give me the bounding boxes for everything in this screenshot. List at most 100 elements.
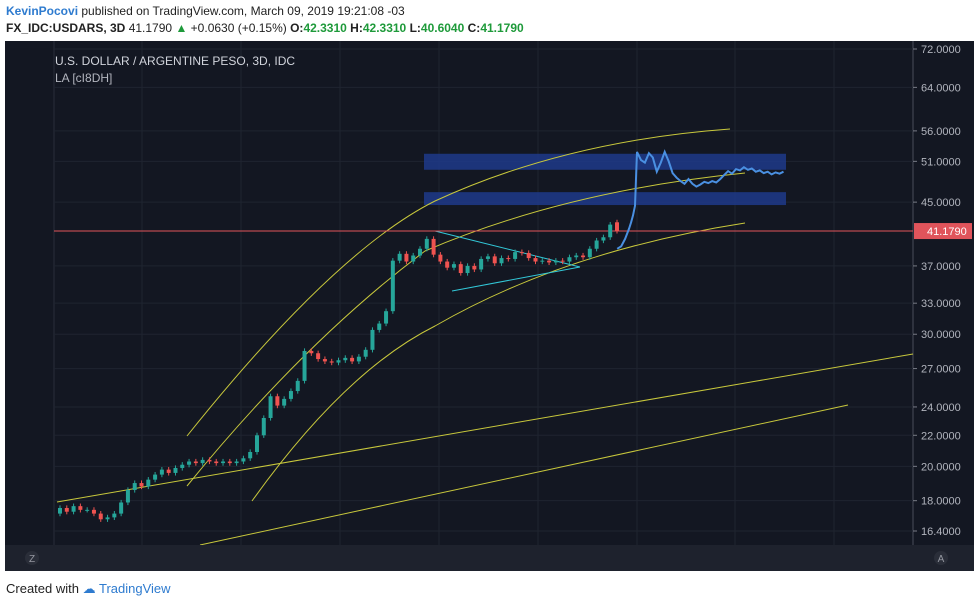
high-value: 42.3310 <box>362 21 407 35</box>
candle-body <box>343 357 348 361</box>
candle-body <box>241 458 246 462</box>
candle-body <box>451 264 456 268</box>
y-tick-label: 56.0000 <box>921 126 961 138</box>
candle-body <box>193 461 198 464</box>
candle-body <box>336 360 341 363</box>
price-line-series <box>616 149 784 250</box>
candle-body <box>445 261 450 268</box>
channel-line <box>186 128 731 437</box>
close-value: 41.1790 <box>480 21 524 35</box>
price-axis[interactable]: 72.0000 64.0000 56.0000 51.0000 45.0000 41.17… <box>913 44 972 538</box>
grid <box>54 41 913 545</box>
candle-body <box>540 260 545 262</box>
y-tick-label: 22.0000 <box>921 430 961 442</box>
candle-body <box>275 396 280 406</box>
candle-body <box>78 506 83 510</box>
candle-body <box>200 459 205 464</box>
auto-scale-icon[interactable] <box>934 551 948 565</box>
candle-body <box>560 260 565 262</box>
candle-body <box>581 255 586 258</box>
candle-body <box>384 311 389 324</box>
candle-body <box>234 461 239 464</box>
time-axis-bar <box>5 545 974 571</box>
candle-body <box>329 361 334 363</box>
candle-body <box>139 483 144 487</box>
candle-body <box>377 323 382 330</box>
auto-scale-button-label[interactable]: A <box>938 554 945 565</box>
candle-body <box>390 260 395 312</box>
candle-body <box>288 391 293 399</box>
candle-body <box>153 474 158 480</box>
candle-body <box>397 253 402 261</box>
candle-body <box>112 513 117 518</box>
candle-body <box>214 461 219 464</box>
y-tick-label: 30.0000 <box>921 329 961 341</box>
low-value: 40.6040 <box>420 21 465 35</box>
symbol-header: FX_IDC:USDARS, 3D 41.1790 ▲ +0.0630 (+0.… <box>6 21 524 35</box>
candle-body <box>479 258 484 270</box>
created-with-label: Created with <box>6 581 79 596</box>
publish-info: published on TradingView.com, March 09, … <box>81 4 405 18</box>
candle-body <box>132 483 137 490</box>
y-tick-label: 37.0000 <box>921 261 961 273</box>
tradingview-brand[interactable]: TradingView <box>99 581 171 596</box>
change-value: +0.0630 (+0.15%) <box>190 21 287 35</box>
candle-body <box>438 254 443 262</box>
tradingview-logo-icon: ☁ <box>82 581 96 596</box>
channel-line <box>199 404 849 546</box>
y-tick-label: 64.0000 <box>921 82 961 94</box>
candle-body <box>302 350 307 381</box>
candle-body <box>499 258 504 264</box>
last-price-value: 41.1790 <box>128 21 173 35</box>
symbol-label: FX_IDC:USDARS, 3D <box>6 21 126 35</box>
candle-body <box>363 349 368 357</box>
candle-body <box>601 237 606 241</box>
candle-body <box>608 224 613 238</box>
candle-body <box>492 256 497 264</box>
zone-rect <box>424 153 786 170</box>
candle-body <box>187 461 192 465</box>
y-tick-label: 72.0000 <box>921 44 961 56</box>
left-gutter <box>5 41 54 545</box>
candle-body <box>404 253 409 262</box>
zone-rect <box>424 192 786 206</box>
last-price-axis-label: 41.1790 <box>927 226 967 238</box>
chart-title: U.S. DOLLAR / ARGENTINE PESO, 3D, IDC <box>55 54 295 68</box>
candle-body <box>91 509 96 514</box>
author-name[interactable]: KevinPocovi <box>6 4 79 18</box>
candle-body <box>513 252 518 259</box>
candle-body <box>506 258 511 260</box>
candle-body <box>567 257 572 262</box>
chart-background <box>5 41 974 571</box>
candle-body <box>316 353 321 360</box>
high-label: H: <box>350 21 363 35</box>
candle-body <box>58 507 62 514</box>
zoom-button-label[interactable]: Z <box>29 554 35 565</box>
candle-body <box>370 329 375 350</box>
candle-body <box>424 238 429 249</box>
candle-body <box>146 479 151 487</box>
price-chart[interactable]: 72.0000 64.0000 56.0000 51.0000 45.0000 41.17… <box>5 41 974 571</box>
candle-body <box>519 252 524 254</box>
candle-body <box>485 256 490 259</box>
candle-body <box>458 264 463 274</box>
candle-body <box>119 502 124 514</box>
candle-body <box>526 252 531 259</box>
up-arrow-icon: ▲ <box>175 21 188 35</box>
candle-body <box>261 417 266 436</box>
support-resistance-zones <box>424 153 786 206</box>
zoom-icon[interactable] <box>25 551 39 565</box>
candle-body <box>64 507 69 512</box>
candle-body <box>227 461 232 464</box>
candle-body <box>295 380 300 392</box>
candle-body <box>125 489 130 503</box>
candle-body <box>98 513 103 520</box>
candle-body <box>159 469 164 475</box>
candle-body <box>472 265 477 270</box>
y-tick-label: 45.0000 <box>921 197 961 209</box>
channel-line <box>56 353 914 503</box>
chart-subtitle: LA [cI8DH] <box>55 71 112 85</box>
open-label: O: <box>290 21 304 35</box>
candle-body <box>71 506 76 512</box>
last-price-tag <box>914 223 972 240</box>
